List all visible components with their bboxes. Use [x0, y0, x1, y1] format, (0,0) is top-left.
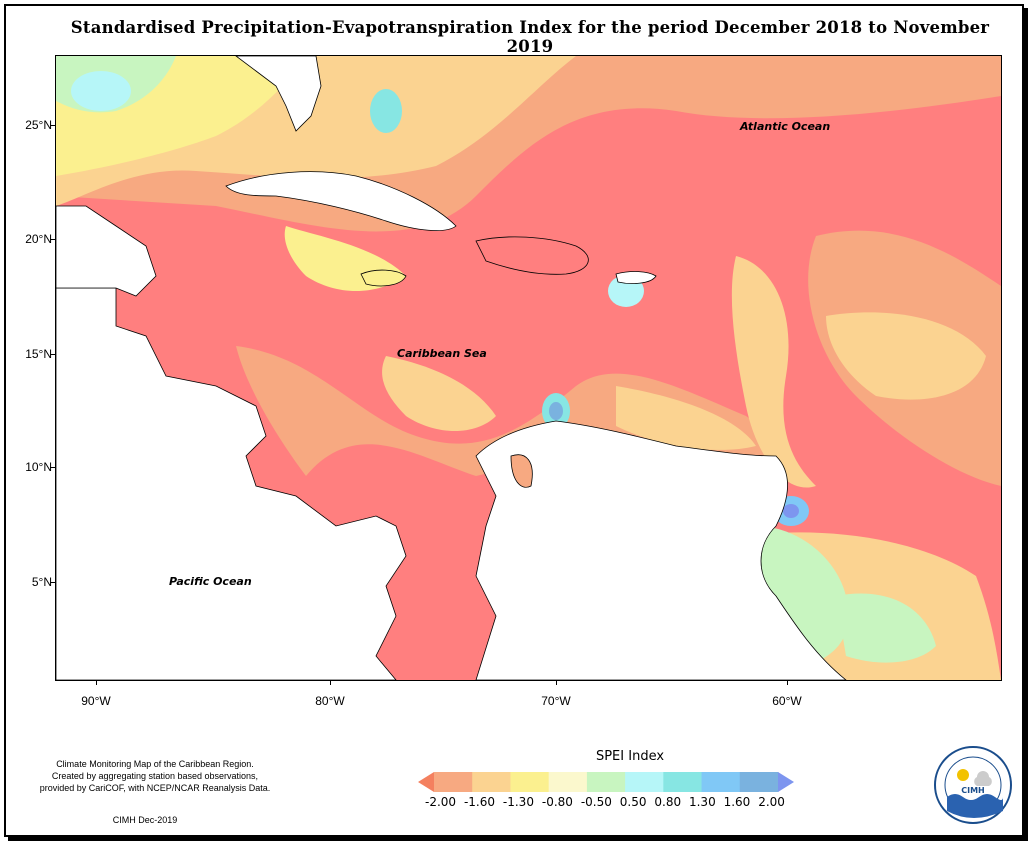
- pacific-ocean-label: Pacific Ocean: [169, 575, 252, 588]
- legend-swatch: [778, 772, 794, 792]
- x-tickmark: [96, 680, 97, 685]
- y-tick-25n: 25°N: [25, 118, 52, 132]
- maracaibo-lake: [510, 454, 533, 488]
- y-tick-10n: 10°N: [25, 460, 52, 474]
- map-title: Standardised Precipitation-Evapotranspir…: [70, 18, 990, 56]
- legend-swatch: [472, 772, 511, 792]
- legend-tick: 0.80: [654, 795, 682, 809]
- spei-map: [55, 55, 1002, 681]
- sun-icon: [957, 769, 969, 781]
- spei-map-canvas: [56, 56, 1001, 680]
- water-icon: [947, 794, 1003, 818]
- legend-title: SPEI Index: [595, 749, 665, 764]
- x-tickmark: [556, 680, 557, 685]
- venezuela-coast-mild-zone: [616, 386, 756, 450]
- y-tickmark: [50, 582, 55, 583]
- legend-swatch: [586, 772, 626, 792]
- legend-swatch: [739, 772, 779, 792]
- jamaica-land: [360, 269, 407, 287]
- legend-tick: -1.60: [463, 795, 496, 809]
- x-tick-80w: 80°W: [315, 694, 345, 708]
- south-america-land: [475, 420, 847, 680]
- legend-swatch: [434, 772, 473, 792]
- cuba-land: [225, 171, 457, 231]
- legend-swatch: [701, 772, 741, 792]
- legend-tick: -0.50: [580, 795, 612, 809]
- hispaniola-land: [475, 236, 589, 275]
- yucatan-land: [56, 205, 157, 297]
- puerto-rico-land: [615, 271, 657, 284]
- y-tickmark: [50, 467, 55, 468]
- x-tickmark: [330, 680, 331, 685]
- y-tickmark: [50, 354, 55, 355]
- footnote-line-2: Created by aggregating station based obs…: [51, 771, 259, 781]
- legend-swatch: [510, 772, 550, 792]
- caribbean-sea-label: Caribbean Sea: [397, 347, 487, 360]
- footnote-line-1: Climate Monitoring Map of the Caribbean …: [56, 759, 254, 769]
- map-footnote: Climate Monitoring Map of the Caribbean …: [20, 758, 290, 794]
- bahamas-wet-spot: [370, 89, 402, 133]
- legend-tick: 2.00: [758, 795, 785, 809]
- legend-tick: 1.60: [723, 795, 751, 809]
- footnote-line-3: provided by CariCOF, with NCEP/NCAR Rean…: [39, 783, 271, 793]
- legend-tick: -1.30: [502, 795, 534, 809]
- legend-tick: 1.30: [688, 795, 716, 809]
- legend-swatch: [548, 772, 588, 792]
- central-mild-zone: [382, 356, 496, 431]
- map-credit: CIMH Dec-2019: [112, 815, 178, 825]
- curacao-wet-core: [549, 402, 563, 420]
- atlantic-mild-zone: [826, 312, 986, 400]
- legend-tick: -2.00: [425, 795, 457, 809]
- legend-swatch: [418, 772, 434, 792]
- trinidad-wet-core: [783, 504, 799, 518]
- cloud-icon: [974, 771, 992, 786]
- y-tick-5n: 5°N: [31, 575, 52, 589]
- x-tick-70w: 70°W: [541, 694, 571, 708]
- legend-colorbar: [418, 772, 794, 792]
- y-tickmark: [50, 239, 55, 240]
- y-tick-15n: 15°N: [25, 347, 52, 361]
- legend-tick-labels: -2.00 -1.60 -1.30 -0.80 -0.50 0.50 0.80 …: [425, 795, 785, 809]
- lesser-antilles-mild-zone: [731, 256, 816, 488]
- x-tick-60w: 60°W: [772, 694, 802, 708]
- legend-tick: -0.80: [541, 795, 573, 809]
- x-tick-90w: 90°W: [81, 694, 111, 708]
- y-tickmark: [50, 125, 55, 126]
- y-tick-20n: 20°N: [25, 232, 52, 246]
- gulf-wet-spot: [71, 71, 131, 111]
- cimh-logo: CIMH: [934, 746, 1012, 824]
- logo-text: CIMH: [961, 786, 985, 795]
- florida-land: [235, 56, 322, 132]
- legend-swatch: [625, 772, 664, 792]
- legend-tick: 0.50: [619, 795, 647, 809]
- x-tickmark: [787, 680, 788, 685]
- central-america-land: [56, 287, 407, 680]
- atlantic-ocean-label: Atlantic Ocean: [740, 120, 831, 133]
- suriname-near-normal-zone: [836, 593, 936, 663]
- legend-swatch: [663, 772, 703, 792]
